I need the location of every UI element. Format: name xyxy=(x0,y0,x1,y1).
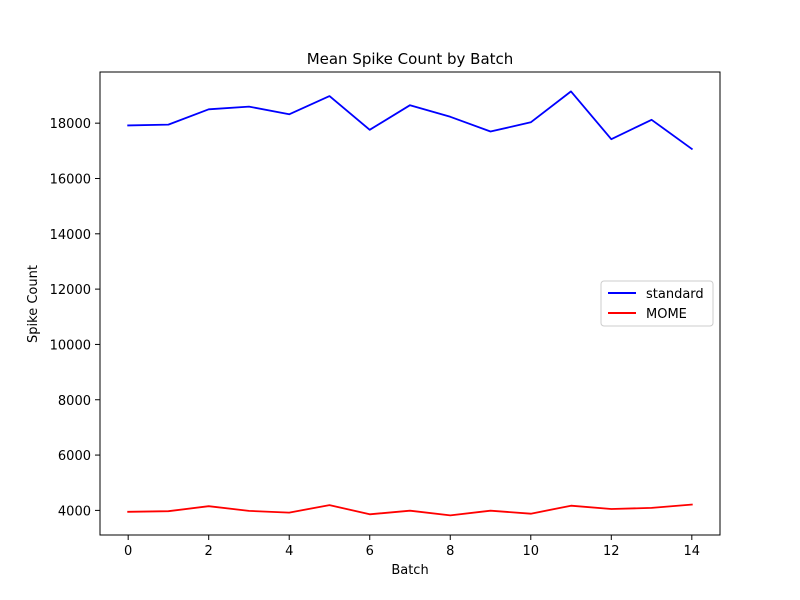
y-tick-label: 18000 xyxy=(50,117,91,132)
x-tick-label: 0 xyxy=(124,544,132,559)
series-line-standard xyxy=(127,90,694,151)
y-tick-label: 14000 xyxy=(50,228,91,243)
x-tick-label: 6 xyxy=(366,544,374,559)
legend-label-standard: standard xyxy=(646,287,704,302)
y-tick-label: 16000 xyxy=(50,172,91,187)
y-tick-label: 10000 xyxy=(50,338,91,353)
x-tick-label: 4 xyxy=(285,544,293,559)
y-tick-label: 12000 xyxy=(50,283,91,298)
x-axis: 0 2 4 6 8 10 12 14 xyxy=(124,535,700,559)
plot-frame xyxy=(99,71,721,536)
x-tick-label: 14 xyxy=(684,544,701,559)
y-tick-label: 8000 xyxy=(58,394,91,409)
chart-title: Mean Spike Count by Batch xyxy=(307,50,514,68)
legend: standard MOME xyxy=(600,280,714,327)
x-tick-label: 2 xyxy=(205,544,213,559)
legend-label-mome: MOME xyxy=(646,307,687,322)
y-axis-title: Spike Count xyxy=(26,265,41,343)
x-tick-label: 8 xyxy=(446,544,454,559)
y-tick-label: 6000 xyxy=(58,449,91,464)
plot-area xyxy=(127,90,694,517)
x-axis-title: Batch xyxy=(391,563,428,578)
y-tick-label: 4000 xyxy=(58,504,91,519)
x-tick-label: 12 xyxy=(603,544,620,559)
y-axis: 4000 6000 8000 10000 12000 14000 16000 18000 xyxy=(50,117,100,519)
x-tick-label: 10 xyxy=(523,544,540,559)
series-line-mome xyxy=(127,503,693,517)
